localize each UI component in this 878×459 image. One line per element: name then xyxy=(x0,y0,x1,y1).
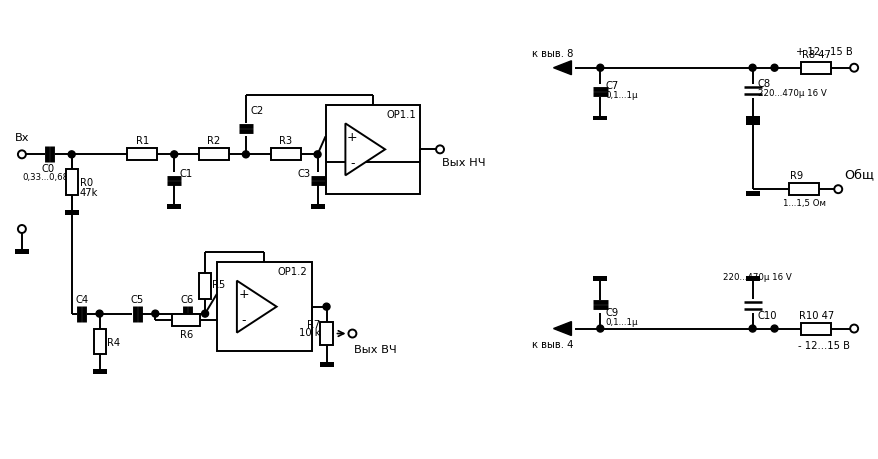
Circle shape xyxy=(96,310,103,318)
Circle shape xyxy=(170,151,177,158)
Text: R7: R7 xyxy=(307,319,320,329)
Bar xyxy=(92,369,106,375)
Text: OP1.1: OP1.1 xyxy=(386,109,415,119)
Circle shape xyxy=(201,310,208,318)
Circle shape xyxy=(770,325,777,332)
Text: R2: R2 xyxy=(207,136,220,146)
Text: +: + xyxy=(238,287,248,301)
Text: + 12...15 В: + 12...15 В xyxy=(795,47,852,56)
Text: OP1.2: OP1.2 xyxy=(277,266,307,276)
Bar xyxy=(167,205,181,210)
Text: R0: R0 xyxy=(80,178,93,188)
Bar xyxy=(745,192,759,197)
Text: 1...1,5 Ом: 1...1,5 Ом xyxy=(782,199,825,207)
Bar xyxy=(15,249,29,254)
Text: 0,1...1μ: 0,1...1μ xyxy=(605,317,637,326)
Circle shape xyxy=(596,325,603,332)
Text: Общ: Общ xyxy=(843,168,874,181)
Bar xyxy=(172,314,200,326)
Text: R3: R3 xyxy=(279,136,292,146)
Text: C2: C2 xyxy=(250,105,263,115)
Circle shape xyxy=(348,330,356,338)
Polygon shape xyxy=(345,124,385,176)
Text: C0: C0 xyxy=(41,164,54,174)
Bar xyxy=(745,276,759,281)
Bar xyxy=(745,121,759,126)
Text: - 12...15 В: - 12...15 В xyxy=(797,341,849,351)
Text: R1: R1 xyxy=(135,136,148,146)
Circle shape xyxy=(748,325,755,332)
Bar xyxy=(310,205,324,210)
Bar xyxy=(93,329,105,355)
Circle shape xyxy=(242,151,249,158)
Circle shape xyxy=(770,65,777,72)
Text: +: + xyxy=(347,130,357,144)
Circle shape xyxy=(435,146,443,154)
Text: Вых ВЧ: Вых ВЧ xyxy=(354,345,397,355)
Bar xyxy=(801,62,831,74)
Circle shape xyxy=(18,225,25,234)
Bar xyxy=(593,116,607,121)
Circle shape xyxy=(833,186,841,194)
Bar xyxy=(66,170,77,196)
Text: C6: C6 xyxy=(180,294,193,304)
Polygon shape xyxy=(553,62,571,76)
Circle shape xyxy=(596,65,603,72)
Circle shape xyxy=(18,151,25,159)
Text: к выв. 4: к выв. 4 xyxy=(531,339,572,349)
Text: C10: C10 xyxy=(757,310,776,320)
Circle shape xyxy=(748,65,755,72)
Text: R6: R6 xyxy=(179,329,192,339)
Circle shape xyxy=(313,151,320,158)
Circle shape xyxy=(323,303,329,310)
Text: 0,33...0,68μ: 0,33...0,68μ xyxy=(22,173,74,182)
Text: C1: C1 xyxy=(179,169,192,179)
Bar xyxy=(270,149,300,161)
Bar xyxy=(199,149,228,161)
Text: R5: R5 xyxy=(212,279,225,289)
Bar xyxy=(320,363,333,368)
Text: 220...470μ 16 V: 220...470μ 16 V xyxy=(757,89,825,98)
Text: C4: C4 xyxy=(75,294,88,304)
Polygon shape xyxy=(236,281,277,333)
Bar xyxy=(127,149,157,161)
Circle shape xyxy=(152,310,159,318)
Circle shape xyxy=(849,65,857,73)
Text: C7: C7 xyxy=(605,80,618,90)
Bar xyxy=(65,211,78,216)
Text: Вх: Вх xyxy=(15,133,29,143)
Text: C3: C3 xyxy=(298,169,311,179)
Text: R9: R9 xyxy=(789,171,802,181)
Text: R10 47: R10 47 xyxy=(798,310,833,320)
Bar xyxy=(199,273,211,299)
Bar xyxy=(320,322,333,346)
Text: 47k: 47k xyxy=(80,188,98,198)
Text: C5: C5 xyxy=(131,294,144,304)
Text: 220...470μ 16 V: 220...470μ 16 V xyxy=(722,272,790,281)
Polygon shape xyxy=(553,322,571,336)
Text: C8: C8 xyxy=(757,78,770,89)
Bar xyxy=(801,323,831,335)
Text: Вых НЧ: Вых НЧ xyxy=(442,158,485,168)
Text: 10 k: 10 k xyxy=(299,327,320,337)
Text: -: - xyxy=(241,313,246,326)
Bar xyxy=(788,184,818,196)
Text: R4: R4 xyxy=(106,337,119,347)
Text: к выв. 8: к выв. 8 xyxy=(531,49,572,59)
Bar xyxy=(745,116,759,121)
Text: 0,1...1μ: 0,1...1μ xyxy=(605,91,637,100)
Circle shape xyxy=(849,325,857,333)
Bar xyxy=(593,276,607,281)
Bar xyxy=(325,105,420,195)
Text: R8 47: R8 47 xyxy=(801,50,830,60)
Circle shape xyxy=(68,151,76,158)
Text: C9: C9 xyxy=(605,307,618,317)
Text: -: - xyxy=(349,157,354,169)
Bar xyxy=(217,262,311,352)
